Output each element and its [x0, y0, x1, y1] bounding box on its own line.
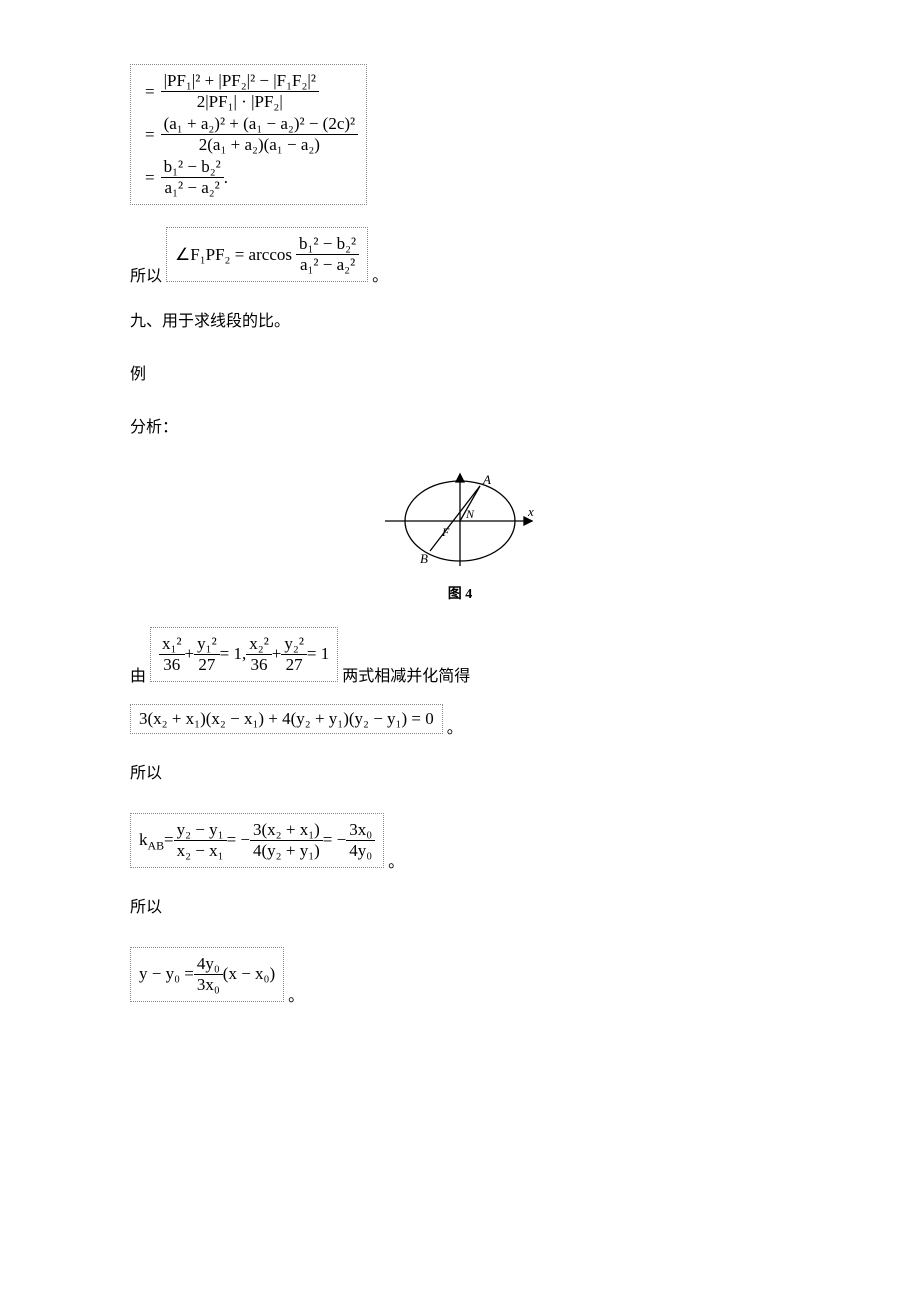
therefore-2: 所以 — [130, 756, 790, 791]
ell-t2-num: y₁² — [194, 634, 220, 655]
line-f-den: 3x₀ — [194, 975, 223, 995]
eq-row-2: = (a₁ + a₂)² + (a₁ − a₂)² − (2c)² 2(a₁ +… — [139, 114, 358, 155]
fig-label-a: A — [482, 472, 491, 487]
ell-eq1: = 1, — [220, 644, 247, 664]
ell-plus2: + — [272, 644, 282, 664]
slope-lhs: k — [139, 830, 148, 849]
eq-row-1: = |PF₁|² + |PF₂|² − |F₁F₂|² 2|PF₁| · |PF… — [139, 71, 358, 112]
line-lhs: y − y₀ = — [139, 964, 194, 984]
slope-f2-den: 4(y₂ + y₁) — [250, 841, 323, 861]
eq-row-3: = b₁² − b₂² a₁² − a₂² . — [139, 157, 358, 198]
fig-label-f: F — [441, 525, 450, 539]
eq1-period: . — [224, 168, 228, 188]
angle-frac-num: b₁² − b₂² — [296, 234, 359, 255]
ell-plus1: + — [185, 644, 195, 664]
fig-label-x: x — [527, 504, 534, 519]
slope-f2-num: 3(x₂ + x₁) — [250, 820, 323, 841]
analysis-label: 分析： — [130, 410, 790, 445]
eq-ellipse-suffix: 两式相减并化简得 — [342, 668, 470, 685]
ell-t4-den: 27 — [281, 655, 307, 675]
fig-label-n: N — [465, 507, 475, 521]
line-f-num: 4y₀ — [194, 954, 223, 975]
eq1-row3-den: a₁² − a₂² — [161, 178, 224, 198]
ell-t3-num: x₂² — [246, 634, 272, 655]
slope-eq: = — [164, 830, 174, 850]
ell-t2-den: 27 — [194, 655, 220, 675]
slope-f1-den: x₂ − x₁ — [174, 841, 227, 861]
fig-label-b: B — [420, 551, 428, 566]
eq1-row1-num: |PF₁|² + |PF₂|² − |F₁F₂|² — [161, 71, 319, 92]
angle-frac-den: a₁² − a₂² — [296, 255, 359, 275]
equation-ellipse-pair: x₁²36 + y₁²27 = 1, x₂²36 + y₂²27 = 1 — [150, 627, 338, 682]
line-rhs: (x − x₀) — [223, 964, 275, 984]
slope-f3-den: 4y₀ — [346, 841, 375, 861]
equation-angle: ∠F₁PF₂ = arccos b₁² − b₂² a₁² − a₂² — [166, 227, 368, 282]
slope-f3-num: 3x₀ — [346, 820, 375, 841]
slope-eq2: = − — [227, 830, 250, 850]
equation-diff: 3(x₂ + x₁)(x₂ − x₁) + 4(y₂ + y₁)(y₂ − y₁… — [130, 704, 443, 734]
figure-4: A B F N x 图 4 — [130, 466, 790, 603]
eq-diff-suffix: 。 — [447, 720, 463, 737]
ellipse-diagram: A B F N x — [380, 466, 540, 576]
example-label: 例 — [130, 357, 790, 392]
slope-f1-num: y₂ − y₁ — [174, 820, 227, 841]
angle-lhs: ∠F₁PF₂ = arccos — [175, 245, 292, 265]
ell-t4-num: y₂² — [281, 634, 307, 655]
eq1-row1-den: 2|PF₁| · |PF₂| — [161, 92, 319, 112]
eq1-row3-num: b₁² − b₂² — [161, 157, 224, 178]
equation-slope: kAB = y₂ − y₁x₂ − x₁ = − 3(x₂ + x₁)4(y₂ … — [130, 813, 384, 868]
eq-diff-expr: 3(x₂ + x₁)(x₂ − x₁) + 4(y₂ + y₁)(y₂ − y₁… — [139, 709, 434, 728]
eq-ellipse-prefix: 由 — [130, 668, 146, 685]
therefore-1-suffix: 。 — [372, 268, 388, 285]
therefore-3: 所以 — [130, 890, 790, 925]
ell-t1-den: 36 — [159, 655, 185, 675]
therefore-1-prefix: 所以 — [130, 268, 162, 285]
equation-line: y − y₀ = 4y₀3x₀ (x − x₀) — [130, 947, 284, 1002]
slope-eq3: = − — [323, 830, 346, 850]
ell-t1-num: x₁² — [159, 634, 185, 655]
ell-t3-den: 36 — [246, 655, 272, 675]
slope-suffix: 。 — [388, 854, 404, 871]
line-suffix: 。 — [288, 988, 304, 1005]
eq1-row2-num: (a₁ + a₂)² + (a₁ − a₂)² − (2c)² — [161, 114, 359, 135]
figure-caption: 图 4 — [130, 583, 790, 603]
section-title: 九、用于求线段的比。 — [130, 304, 790, 339]
ell-eq2: = 1 — [307, 644, 329, 664]
eq1-row2-den: 2(a₁ + a₂)(a₁ − a₂) — [161, 135, 359, 155]
slope-lhs-sub: AB — [148, 839, 165, 853]
equation-block-cos: = |PF₁|² + |PF₂|² − |F₁F₂|² 2|PF₁| · |PF… — [130, 64, 367, 205]
